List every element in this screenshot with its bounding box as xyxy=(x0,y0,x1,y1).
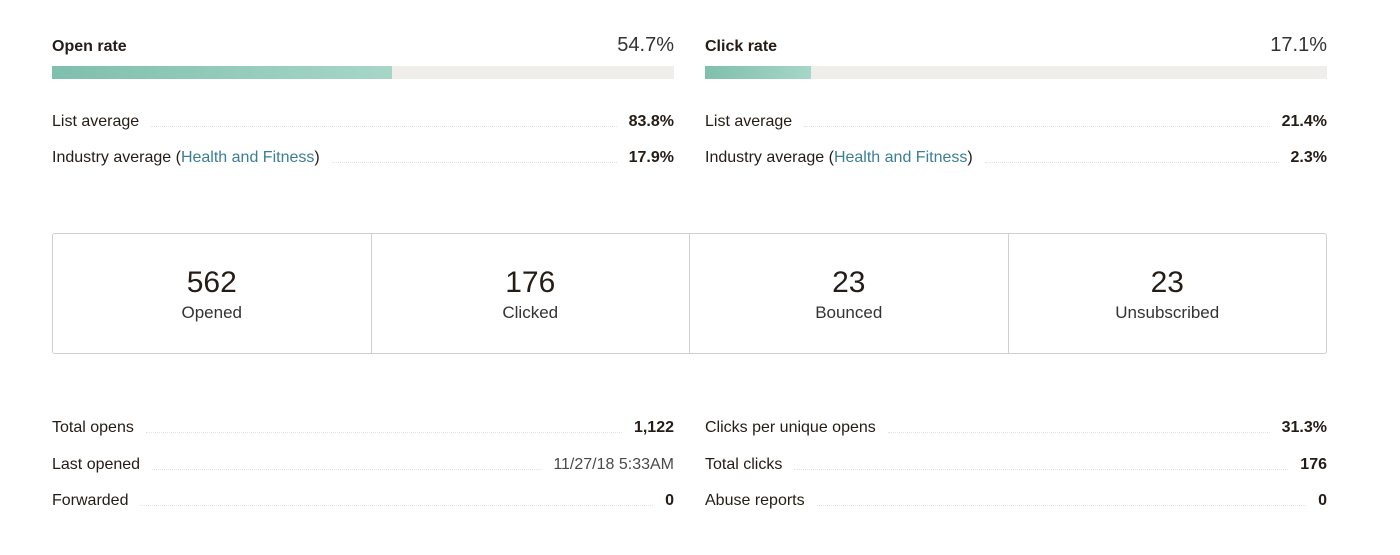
detail-row-clicks-per-unique-opens: Clicks per unique opens 31.3% xyxy=(705,416,1327,440)
open-rate-title: Open rate xyxy=(52,38,127,55)
details-left: Total opens 1,122 Last opened 11/27/18 5… xyxy=(52,416,674,526)
detail-value: 1,122 xyxy=(633,419,674,436)
detail-value: 0 xyxy=(1318,492,1327,509)
stat-label: Unsubscribed xyxy=(1115,303,1220,322)
detail-value: 176 xyxy=(1300,456,1327,473)
detail-label: Total opens xyxy=(52,419,134,436)
detail-value: 0 xyxy=(665,492,674,509)
industry-label-suffix: ) xyxy=(314,149,320,166)
stat-opened[interactable]: 562 Opened xyxy=(53,234,372,353)
detail-row-last-opened: Last opened 11/27/18 5:33AM xyxy=(52,453,674,477)
detail-label: Clicks per unique opens xyxy=(705,419,876,436)
open-industry-average-label: Industry average (Health and Fitness) xyxy=(52,149,320,167)
click-rate-title: Click rate xyxy=(705,38,778,55)
click-rate-column: Click rate 17.1% List average 21.4% Indu… xyxy=(705,30,1327,166)
detail-value: 31.3% xyxy=(1281,419,1327,436)
click-rate-value: 17.1% xyxy=(1270,34,1327,56)
click-industry-average-label: Industry average (Health and Fitness) xyxy=(705,149,973,167)
dotted-leader xyxy=(794,468,1289,470)
open-list-average-value: 83.8% xyxy=(628,113,674,130)
dotted-leader xyxy=(151,125,617,127)
stats-grid: 562 Opened 176 Clicked 23 Bounced 23 Uns… xyxy=(52,233,1327,354)
stat-label: Opened xyxy=(181,303,243,322)
stat-clicked[interactable]: 176 Clicked xyxy=(372,234,690,353)
detail-row-total-clicks: Total clicks 176 xyxy=(705,453,1327,477)
dotted-leader xyxy=(140,504,654,506)
detail-label: Forwarded xyxy=(52,492,129,509)
industry-link[interactable]: Health and Fitness xyxy=(833,149,968,166)
click-industry-average-value: 2.3% xyxy=(1290,149,1327,166)
stat-label: Clicked xyxy=(502,303,559,322)
click-list-average-value: 21.4% xyxy=(1281,113,1327,130)
click-industry-average-row: Industry average (Health and Fitness) 2.… xyxy=(705,146,1327,170)
detail-label: Total clicks xyxy=(705,456,783,473)
detail-value: 11/27/18 5:33AM xyxy=(553,456,674,473)
open-list-average-label: List average xyxy=(52,113,140,130)
dotted-leader xyxy=(804,125,1270,127)
stat-number: 562 xyxy=(186,266,237,299)
stat-number: 23 xyxy=(832,266,866,299)
open-rate-column: Open rate 54.7% List average 83.8% Indus… xyxy=(52,30,674,166)
details-right: Clicks per unique opens 31.3% Total clic… xyxy=(705,416,1327,526)
open-industry-average-value: 17.9% xyxy=(628,149,674,166)
dotted-leader xyxy=(816,504,1307,506)
click-rate-header: Click rate 17.1% xyxy=(705,30,1327,62)
detail-row-forwarded: Forwarded 0 xyxy=(52,489,674,513)
open-list-average-row: List average 83.8% xyxy=(52,110,674,134)
open-industry-average-row: Industry average (Health and Fitness) 17… xyxy=(52,146,674,170)
dotted-leader xyxy=(152,468,542,470)
detail-label: Last opened xyxy=(52,456,141,473)
industry-label-prefix: Industry average ( xyxy=(705,149,834,166)
click-list-average-row: List average 21.4% xyxy=(705,110,1327,134)
industry-label-suffix: ) xyxy=(967,149,973,166)
industry-link[interactable]: Health and Fitness xyxy=(180,149,315,166)
detail-label: Abuse reports xyxy=(705,492,805,509)
click-list-average-label: List average xyxy=(705,113,793,130)
open-rate-value: 54.7% xyxy=(617,34,674,56)
industry-label-prefix: Industry average ( xyxy=(52,149,181,166)
click-rate-bar xyxy=(705,66,1327,79)
stat-unsubscribed[interactable]: 23 Unsubscribed xyxy=(1009,234,1327,353)
dotted-leader xyxy=(145,431,622,433)
click-rate-bar-fill xyxy=(705,66,812,79)
dotted-leader xyxy=(331,161,617,163)
stat-number: 176 xyxy=(505,266,556,299)
stat-number: 23 xyxy=(1150,266,1184,299)
open-rate-header: Open rate 54.7% xyxy=(52,30,674,62)
open-rate-bar-fill xyxy=(52,66,393,79)
stat-bounced[interactable]: 23 Bounced xyxy=(690,234,1009,353)
dotted-leader xyxy=(984,161,1279,163)
stat-label: Bounced xyxy=(815,303,883,322)
detail-row-abuse-reports: Abuse reports 0 xyxy=(705,489,1327,513)
dotted-leader xyxy=(887,431,1270,433)
open-rate-bar xyxy=(52,66,674,79)
detail-row-total-opens: Total opens 1,122 xyxy=(52,416,674,440)
rates-section: Open rate 54.7% List average 83.8% Indus… xyxy=(52,30,1327,180)
